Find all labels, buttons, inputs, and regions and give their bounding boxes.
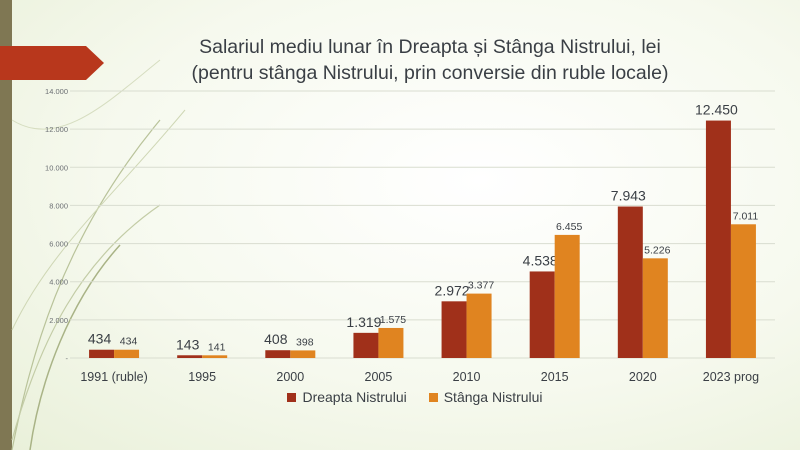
data-label-dreapta: 2.972 xyxy=(435,282,470,298)
x-tick-label: 1995 xyxy=(188,370,216,384)
legend-swatch-dreapta xyxy=(287,392,297,402)
bar-stanga xyxy=(290,350,316,358)
bar-dreapta xyxy=(705,120,731,358)
x-tick-label: 2000 xyxy=(276,370,304,384)
bar-dreapta xyxy=(617,206,643,358)
bar-stanga xyxy=(466,293,492,358)
legend-item-dreapta: Dreapta Nistrului xyxy=(287,389,407,405)
legend-label-stanga: Stânga Nistrului xyxy=(443,389,543,405)
bar-dreapta xyxy=(441,301,467,358)
bar-stanga xyxy=(642,258,668,358)
bar-dreapta xyxy=(265,350,291,358)
bar-stanga xyxy=(114,349,140,358)
y-tick-label: 10.000 xyxy=(45,163,68,172)
chart-legend: Dreapta Nistrului Stânga Nistrului xyxy=(0,389,800,405)
bar-dreapta xyxy=(89,349,115,358)
data-label-stanga: 141 xyxy=(208,341,226,353)
x-tick-label: 2010 xyxy=(453,370,481,384)
title-line-1: Salariul mediu lunar în Dreapta și Stâng… xyxy=(199,36,661,58)
bar-dreapta xyxy=(177,355,203,358)
bar-stanga xyxy=(378,327,404,358)
bar-dreapta xyxy=(529,271,555,358)
legend-label-dreapta: Dreapta Nistrului xyxy=(302,389,407,405)
data-label-stanga: 7.011 xyxy=(733,210,759,222)
y-tick-label: 2.000 xyxy=(49,316,68,325)
data-label-stanga: 6.455 xyxy=(556,221,582,233)
x-tick-label: 2015 xyxy=(541,370,569,384)
data-label-dreapta: 4.538 xyxy=(523,252,558,268)
title-line-2: (pentru stânga Nistrului, prin conversie… xyxy=(191,62,669,84)
bar-stanga xyxy=(202,355,228,358)
data-label-stanga: 398 xyxy=(296,336,314,348)
data-label-stanga: 3.377 xyxy=(468,280,494,292)
x-tick-label: 2020 xyxy=(629,370,657,384)
data-label-dreapta: 12.450 xyxy=(695,102,738,118)
legend-swatch-stanga xyxy=(428,392,438,402)
data-label-stanga: 1.575 xyxy=(380,314,406,326)
title-arrow-shape xyxy=(0,46,104,80)
data-label-dreapta: 1.319 xyxy=(346,314,381,330)
y-tick-label: 12.000 xyxy=(45,125,68,134)
bar-stanga xyxy=(554,234,580,358)
data-label-stanga: 5.226 xyxy=(644,244,670,256)
y-tick-label: 4.000 xyxy=(49,278,68,287)
data-label-dreapta: 408 xyxy=(264,331,288,347)
x-tick-label: 1991 (ruble) xyxy=(80,370,147,384)
legend-item-stanga: Stânga Nistrului xyxy=(428,389,543,405)
bar-dreapta xyxy=(353,332,379,358)
side-band xyxy=(0,0,12,450)
data-label-dreapta: 7.943 xyxy=(611,188,646,204)
bar-stanga xyxy=(730,224,756,358)
y-tick-label: 14.000 xyxy=(45,87,68,96)
data-label-dreapta: 143 xyxy=(176,336,200,352)
y-tick-label: 8.000 xyxy=(49,201,68,210)
chart-title: Salariul mediu lunar în Dreapta și Stâng… xyxy=(110,34,750,86)
x-tick-label: 2005 xyxy=(365,370,393,384)
x-tick-label: 2023 prog xyxy=(703,370,759,384)
y-tick-label: 6.000 xyxy=(49,240,68,249)
data-label-dreapta: 434 xyxy=(88,331,112,347)
y-tick-label: - xyxy=(66,354,69,363)
data-label-stanga: 434 xyxy=(120,336,138,348)
